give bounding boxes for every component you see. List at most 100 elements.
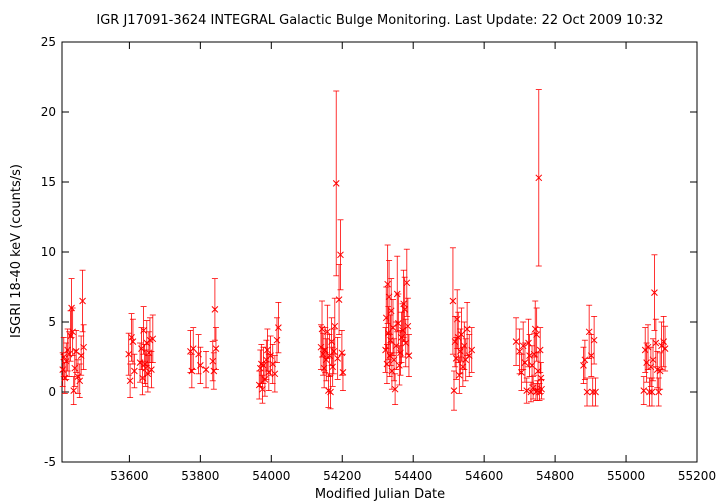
- data-point: [72, 348, 80, 355]
- data-point: [387, 336, 394, 344]
- data-point: [323, 328, 331, 336]
- y-tick-label: 10: [41, 245, 56, 259]
- data-point: [271, 370, 279, 378]
- data-point: [589, 388, 597, 396]
- chart-title: IGR J17091-3624 INTEGRAL Galactic Bulge …: [96, 13, 663, 28]
- data-point: [518, 369, 525, 376]
- data-point: [396, 362, 403, 369]
- data-point: [148, 366, 155, 373]
- data-point: [189, 345, 197, 352]
- y-tick-label: 15: [41, 175, 56, 189]
- data-point: [128, 334, 135, 341]
- data-point: [590, 336, 598, 344]
- data-point: [651, 289, 658, 296]
- data-point: [453, 315, 461, 323]
- data-point: [69, 328, 76, 336]
- data-point: [61, 374, 69, 382]
- data-point: [212, 345, 220, 352]
- x-tick-label: 55000: [607, 469, 645, 483]
- data-point: [329, 363, 337, 371]
- data-point: [334, 355, 341, 362]
- data-point: [531, 325, 539, 333]
- x-tick-label: 54800: [536, 469, 574, 483]
- data-point: [140, 327, 147, 334]
- data-point: [640, 387, 648, 394]
- data-point: [275, 324, 282, 331]
- data-point: [460, 342, 468, 350]
- x-tick-label: 54600: [465, 469, 503, 483]
- data-point: [580, 362, 587, 369]
- data-point: [403, 279, 411, 287]
- data-point: [521, 359, 529, 366]
- data-point: [581, 356, 589, 364]
- data-point: [318, 325, 326, 333]
- data-point: [512, 338, 520, 345]
- data-point: [260, 362, 267, 369]
- plot-frame: [61, 41, 698, 463]
- data-point: [145, 349, 153, 357]
- data-point: [125, 350, 133, 358]
- data-point: [656, 367, 664, 375]
- data-point: [449, 297, 457, 305]
- data-point: [530, 350, 538, 358]
- data-point: [80, 343, 87, 351]
- data-point: [389, 324, 397, 331]
- data-point: [463, 325, 471, 333]
- data-point: [196, 362, 204, 369]
- x-tick-label: 54200: [323, 469, 361, 483]
- data-point: [525, 339, 532, 347]
- data-point: [391, 385, 399, 393]
- data-point: [264, 346, 271, 354]
- data-point: [526, 352, 533, 359]
- data-point: [71, 364, 79, 372]
- data-point: [331, 322, 339, 330]
- data-point: [62, 357, 70, 365]
- data-point: [188, 367, 196, 375]
- plot-area: -5 0 5 10 15 20 25 53600 53800 54000 54200 54400 546…: [41, 35, 716, 483]
- data-point: [529, 384, 537, 392]
- data-point: [382, 346, 389, 354]
- y-tick-label: 0: [48, 385, 56, 399]
- data-point: [537, 374, 545, 382]
- data-point: [202, 366, 210, 373]
- data-point: [339, 369, 347, 376]
- data-point: [332, 180, 340, 187]
- data-point: [533, 331, 541, 338]
- data-point: [211, 306, 219, 313]
- data-point: [587, 352, 595, 359]
- y-axis-label: ISGRI 18-40 keV (counts/s): [9, 164, 24, 338]
- data-point: [394, 320, 402, 327]
- data-point: [516, 348, 523, 355]
- data-point: [592, 388, 599, 396]
- data-point: [465, 352, 473, 359]
- data-point: [126, 377, 134, 385]
- data-point: [457, 348, 464, 355]
- data-point: [536, 346, 544, 354]
- data-point: [646, 388, 653, 396]
- data-point: [209, 357, 217, 365]
- y-tick-label: 25: [41, 35, 56, 49]
- x-tick-label: 55200: [678, 469, 716, 483]
- data-point: [458, 331, 465, 338]
- x-axis-label: Modified Julian Date: [315, 487, 445, 502]
- data-point: [327, 388, 334, 396]
- data-point: [335, 296, 343, 303]
- data-point: [60, 353, 68, 361]
- data-point: [330, 348, 338, 355]
- data-point: [259, 385, 266, 393]
- x-tick-label: 54400: [394, 469, 432, 483]
- data-point: [131, 367, 138, 375]
- data-point: [450, 387, 458, 394]
- data-point: [661, 345, 669, 352]
- data-point: [384, 280, 392, 288]
- y-tick-label: 20: [41, 105, 56, 119]
- data-point: [338, 349, 346, 357]
- data-point: [468, 346, 476, 354]
- data-point: [65, 350, 73, 358]
- y-tick-label: -5: [44, 455, 56, 469]
- data-point: [648, 388, 656, 396]
- x-tick-label: 54000: [252, 469, 290, 483]
- data-point: [655, 388, 663, 396]
- data-point: [455, 371, 463, 379]
